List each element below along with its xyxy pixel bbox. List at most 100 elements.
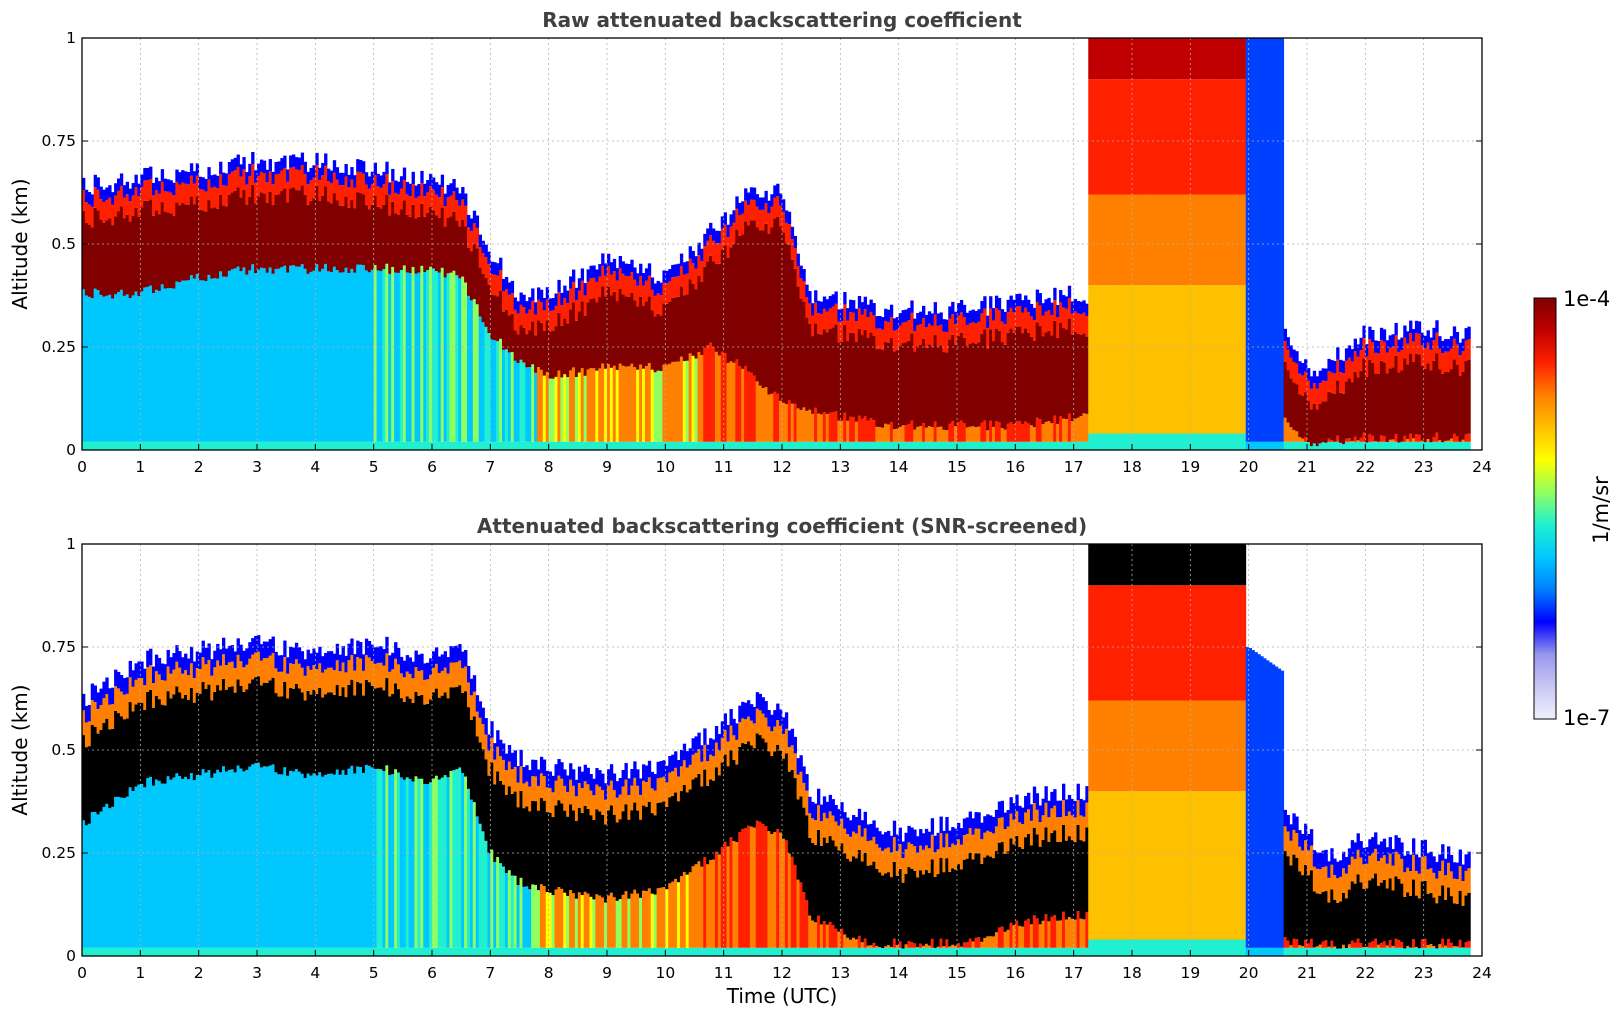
heatmap-cell: [1190, 194, 1194, 286]
heatmap-cell: [122, 678, 127, 695]
heatmap-cell: [230, 686, 235, 770]
heatmap-cell: [1283, 441, 1287, 450]
heatmap-cell: [822, 947, 827, 956]
heatmap-cell: [513, 441, 517, 450]
heatmap-cell: [1158, 79, 1162, 195]
heatmap-cell: [895, 350, 900, 429]
heatmap-cell: [542, 885, 547, 948]
heatmap-cell: [490, 737, 494, 763]
heatmap-cell: [930, 346, 935, 428]
heatmap-cell: [1018, 947, 1022, 956]
x-tick-label: 17: [1064, 964, 1084, 982]
heatmap-cell: [551, 378, 555, 442]
heatmap-cell: [181, 778, 185, 948]
heatmap-cell: [869, 840, 873, 866]
heatmap-cell: [1067, 318, 1072, 414]
heatmap-cell: [729, 441, 733, 450]
heatmap-cell: [455, 645, 459, 663]
heatmap-cell: [863, 947, 867, 956]
heatmap-cell: [1464, 328, 1468, 341]
heatmap-cell: [222, 766, 226, 948]
heatmap-cell: [1447, 351, 1451, 373]
heatmap-cell: [1062, 800, 1066, 825]
heatmap-cell: [487, 734, 491, 751]
heatmap-cell: [726, 741, 730, 767]
heatmap-cell: [612, 947, 617, 956]
heatmap-cell: [1193, 544, 1197, 586]
heatmap-cell: [869, 441, 873, 450]
heatmap-cell: [922, 305, 926, 319]
heatmap-cell: [916, 877, 920, 947]
heatmap-cell: [1429, 349, 1433, 371]
heatmap-cell: [901, 947, 905, 956]
heatmap-cell: [1356, 377, 1360, 441]
heatmap-cell: [656, 293, 660, 314]
heatmap-cell: [219, 194, 223, 272]
heatmap-cell: [1082, 413, 1086, 442]
heatmap-cell: [440, 174, 445, 188]
heatmap-cell: [647, 947, 652, 956]
heatmap-cell: [341, 185, 345, 206]
heatmap-cell: [87, 721, 92, 747]
heatmap-cell: [1342, 944, 1346, 948]
heatmap-cell: [776, 393, 780, 442]
heatmap-cell: [432, 189, 436, 211]
heatmap-cell: [1181, 38, 1185, 80]
heatmap-cell: [808, 837, 812, 916]
heatmap-cell: [1400, 947, 1404, 956]
heatmap-cell: [615, 822, 620, 901]
heatmap-cell: [1449, 854, 1454, 872]
heatmap-cell: [1158, 38, 1162, 80]
heatmap-cell: [577, 783, 582, 808]
heatmap-cell: [449, 441, 453, 450]
heatmap-cell: [1344, 438, 1349, 442]
heatmap-cell: [96, 733, 100, 815]
heatmap-cell: [178, 205, 182, 283]
heatmap-cell: [1330, 372, 1334, 394]
heatmap-cell: [446, 777, 450, 948]
heatmap-cell: [808, 291, 812, 304]
heatmap-cell: [691, 738, 695, 755]
heatmap-cell: [685, 261, 690, 274]
heatmap-cell: [417, 671, 421, 696]
heatmap-cell: [426, 180, 430, 193]
heatmap-cell: [443, 193, 447, 207]
heatmap-cell: [408, 216, 412, 274]
heatmap-cell: [1199, 700, 1203, 792]
heatmap-cell: [609, 947, 614, 956]
heatmap-cell: [831, 924, 835, 948]
heatmap-cell: [1222, 791, 1226, 940]
heatmap-cell: [662, 441, 666, 450]
heatmap-cell: [534, 776, 538, 802]
heatmap-cell: [157, 674, 162, 700]
heatmap-cell: [1324, 380, 1328, 402]
heatmap-cell: [1038, 846, 1042, 925]
heatmap-cell: [939, 816, 943, 834]
heatmap-cell: [639, 819, 643, 898]
heatmap-cell: [930, 859, 935, 939]
heatmap-cell: [545, 770, 550, 788]
heatmap-cell: [271, 764, 275, 948]
heatmap-cell: [1455, 947, 1460, 956]
heatmap-cell: [1085, 413, 1089, 442]
heatmap-cell: [1315, 376, 1320, 389]
heatmap-cell: [534, 759, 538, 777]
heatmap-cell: [1050, 441, 1054, 450]
heatmap-cell: [1368, 942, 1372, 948]
heatmap-cell: [1178, 791, 1182, 940]
heatmap-cell: [671, 795, 675, 882]
heatmap-cell: [364, 679, 369, 765]
heatmap-cell: [99, 688, 103, 706]
heatmap-cell: [849, 947, 853, 956]
heatmap-cell: [370, 171, 375, 185]
heatmap-cell: [137, 661, 141, 678]
heatmap-cell: [621, 441, 625, 450]
heatmap-cell: [854, 308, 859, 322]
heatmap-cell: [1120, 38, 1124, 80]
heatmap-cell: [659, 761, 663, 778]
heatmap-cell: [324, 153, 328, 166]
heatmap-cell: [467, 947, 471, 956]
heatmap-cell: [854, 441, 859, 450]
heatmap-cell: [1242, 544, 1247, 586]
heatmap-cell: [105, 187, 109, 200]
